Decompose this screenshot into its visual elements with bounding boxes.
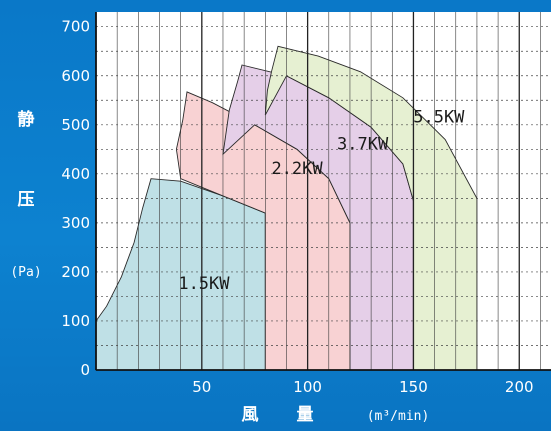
y-tick-label: 300: [61, 214, 90, 232]
x-tick-labels: 50 100 150 200: [192, 378, 533, 396]
y-tick-label: 100: [61, 312, 90, 330]
series-areas: [95, 12, 551, 371]
x-tick-label: 100: [293, 378, 322, 396]
y-axis-unit: (Pa): [10, 265, 41, 280]
x-axis-unit: (m³/min): [367, 409, 430, 424]
series-labels: 1.5KW 2.2KW 3.7KW 5.5KW: [178, 107, 465, 294]
series-label: 1.5KW: [178, 274, 230, 294]
y-axis-label-char1: 静: [18, 109, 35, 130]
x-tick-label: 200: [505, 378, 534, 396]
grid: [95, 12, 551, 371]
y-tick-labels: 0 100 200 300 400 500 600 700: [61, 18, 90, 379]
y-tick-label: 400: [61, 165, 90, 183]
x-tick-label: 150: [399, 378, 428, 396]
y-tick-label: 500: [61, 116, 90, 134]
series-label: 5.5KW: [413, 107, 465, 127]
series-label: 3.7KW: [337, 134, 389, 154]
y-axis-label-char2: 压: [18, 190, 35, 210]
x-tick-label: 50: [192, 378, 211, 396]
y-tick-label: 200: [61, 263, 90, 281]
y-tick-label: 700: [61, 18, 90, 36]
y-tick-label: 0: [80, 361, 90, 379]
series-label: 2.2KW: [271, 159, 323, 179]
y-tick-label: 600: [61, 67, 90, 85]
x-axis-label-char1: 風: [242, 405, 259, 425]
x-axis-label-char2: 量: [297, 404, 314, 425]
